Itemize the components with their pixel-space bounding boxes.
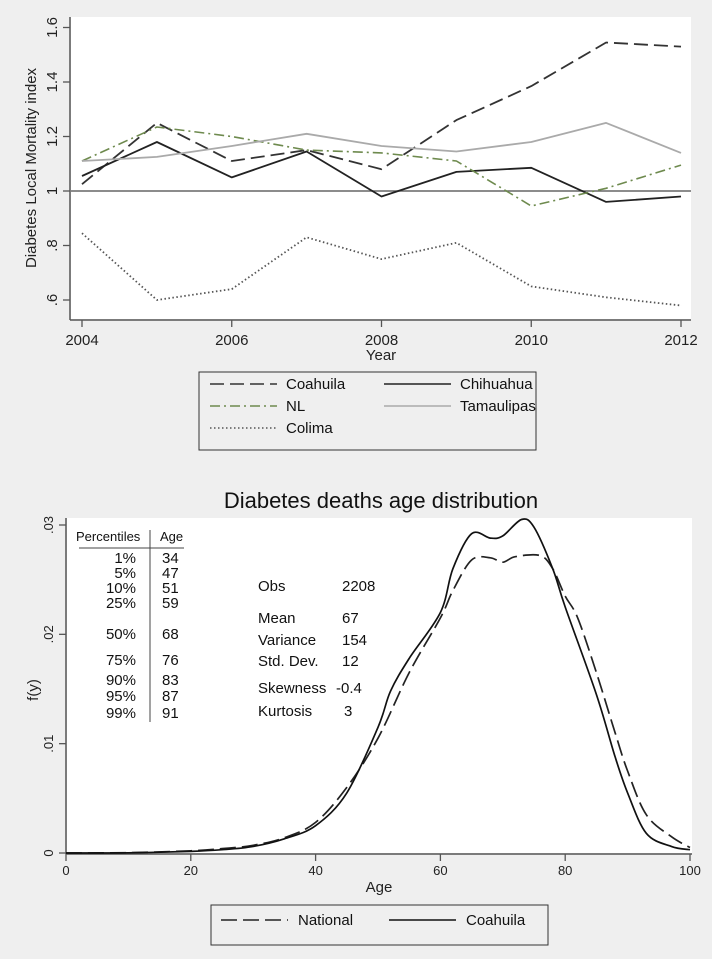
- percentile-label: 5%: [114, 565, 136, 582]
- stat-label: Mean: [258, 610, 296, 627]
- percentile-row: 10% 51: [106, 580, 179, 597]
- density-curve-national: [65, 553, 691, 854]
- percentile-age: 34: [162, 550, 179, 567]
- mortality-index-chart: .6 .8 1 1.2 1.4 1.6 2004 2006 2008 2010 2012 Year…: [23, 17, 698, 451]
- percentile-label: 99%: [106, 705, 136, 722]
- y-tick-label: 1.6: [44, 17, 61, 38]
- stat-value: 12: [342, 653, 359, 670]
- percentile-row: 99% 91: [106, 705, 179, 722]
- percentile-label: 1%: [114, 550, 136, 567]
- percentile-label: 25%: [106, 595, 136, 612]
- y-tick-label: 1.2: [44, 126, 61, 147]
- age-distribution-chart: Diabetes deaths age distribution 0 .01 .02…: [25, 488, 701, 946]
- stat-obs: Obs 2208: [258, 578, 375, 595]
- x-tick-label: 60: [433, 863, 447, 878]
- percentile-age: 47: [162, 565, 179, 582]
- stat-label: Variance: [258, 632, 316, 649]
- percentiles-table: Percentiles Age 1% 34 5% 47 10% 51 25% 59 50% 68 7…: [76, 529, 184, 722]
- x-axis-title: Age: [366, 879, 393, 896]
- stat-skewness: Skewness -0.4: [258, 680, 362, 697]
- x-tick-label: 80: [558, 863, 572, 878]
- stat-value: -0.4: [336, 680, 362, 697]
- legend-label-nl: NL: [286, 398, 305, 415]
- percentile-age: 59: [162, 595, 179, 612]
- age-header: Age: [160, 529, 183, 544]
- stat-kurtosis: Kurtosis 3: [258, 703, 352, 720]
- y-tick-label: .6: [44, 294, 61, 307]
- legend: Coahuila NL Colima Chihuahua Tamaulipas: [198, 371, 537, 451]
- legend-label-tamaulipas: Tamaulipas: [460, 398, 536, 415]
- chart-title: Diabetes deaths age distribution: [224, 488, 538, 513]
- stat-stddev: Std. Dev. 12: [258, 653, 359, 670]
- y-tick-label: .02: [41, 625, 56, 643]
- percentile-age: 87: [162, 688, 179, 705]
- plot-area: [67, 518, 692, 853]
- x-tick-label: 2008: [365, 332, 398, 349]
- y-tick-label: 1.4: [44, 72, 61, 93]
- percentile-age: 91: [162, 705, 179, 722]
- legend-label-colima: Colima: [286, 420, 333, 437]
- percentiles-header: Percentiles: [76, 529, 141, 544]
- percentile-label: 50%: [106, 626, 136, 643]
- stat-value: 67: [342, 610, 359, 627]
- y-tick-label: 0: [41, 849, 56, 856]
- legend-label-chihuahua: Chihuahua: [460, 376, 533, 393]
- stat-variance: Variance 154: [258, 632, 367, 649]
- percentile-row: 1% 34: [114, 550, 178, 567]
- percentile-age: 51: [162, 580, 179, 597]
- legend-label-national: National: [298, 912, 353, 929]
- stat-label: Obs: [258, 578, 286, 595]
- x-tick-label: 2012: [664, 332, 697, 349]
- percentile-label: 90%: [106, 672, 136, 689]
- percentile-age: 83: [162, 672, 179, 689]
- percentile-row: 95% 87: [106, 688, 179, 705]
- percentile-label: 10%: [106, 580, 136, 597]
- percentile-label: 75%: [106, 652, 136, 669]
- percentile-row: 75% 76: [106, 652, 179, 669]
- x-tick-label: 20: [184, 863, 198, 878]
- percentile-row: 25% 59: [106, 595, 179, 612]
- legend-label-coahuila: Coahuila: [466, 912, 526, 929]
- x-axis-title: Year: [366, 347, 396, 364]
- x-tick-label: 2010: [515, 332, 548, 349]
- legend-label-coahuila: Coahuila: [286, 376, 346, 393]
- stat-label: Std. Dev.: [258, 653, 319, 670]
- x-tick-label: 2006: [215, 332, 248, 349]
- percentile-age: 76: [162, 652, 179, 669]
- stat-mean: Mean 67: [258, 610, 359, 627]
- y-tick-label: 1: [44, 187, 61, 195]
- legend: National Coahuila: [210, 904, 549, 946]
- x-tick-label: 40: [308, 863, 322, 878]
- percentile-row: 5% 47: [114, 565, 178, 582]
- stat-value: 3: [344, 703, 352, 720]
- y-axis-title: f(y): [25, 679, 42, 701]
- percentile-row: 50% 68: [106, 626, 179, 643]
- plot-area: [71, 17, 691, 319]
- percentile-label: 95%: [106, 688, 136, 705]
- x-tick-label: 0: [62, 863, 69, 878]
- y-axis-title: Diabetes Local Mortality index: [23, 67, 40, 268]
- y-tick-label: .01: [41, 735, 56, 753]
- y-tick-label: .8: [44, 239, 61, 252]
- percentile-age: 68: [162, 626, 179, 643]
- x-tick-label: 100: [679, 863, 701, 878]
- summary-stats: Obs 2208 Mean 67 Variance 154 Std. Dev. 12 Skewn…: [258, 578, 375, 720]
- y-tick-label: .03: [41, 516, 56, 534]
- stat-value: 154: [342, 632, 367, 649]
- density-curve-coahuila: [65, 518, 691, 854]
- percentile-row: 90% 83: [106, 672, 179, 689]
- stat-label: Kurtosis: [258, 703, 312, 720]
- stat-value: 2208: [342, 578, 375, 595]
- stat-label: Skewness: [258, 680, 326, 697]
- x-tick-label: 2004: [65, 332, 98, 349]
